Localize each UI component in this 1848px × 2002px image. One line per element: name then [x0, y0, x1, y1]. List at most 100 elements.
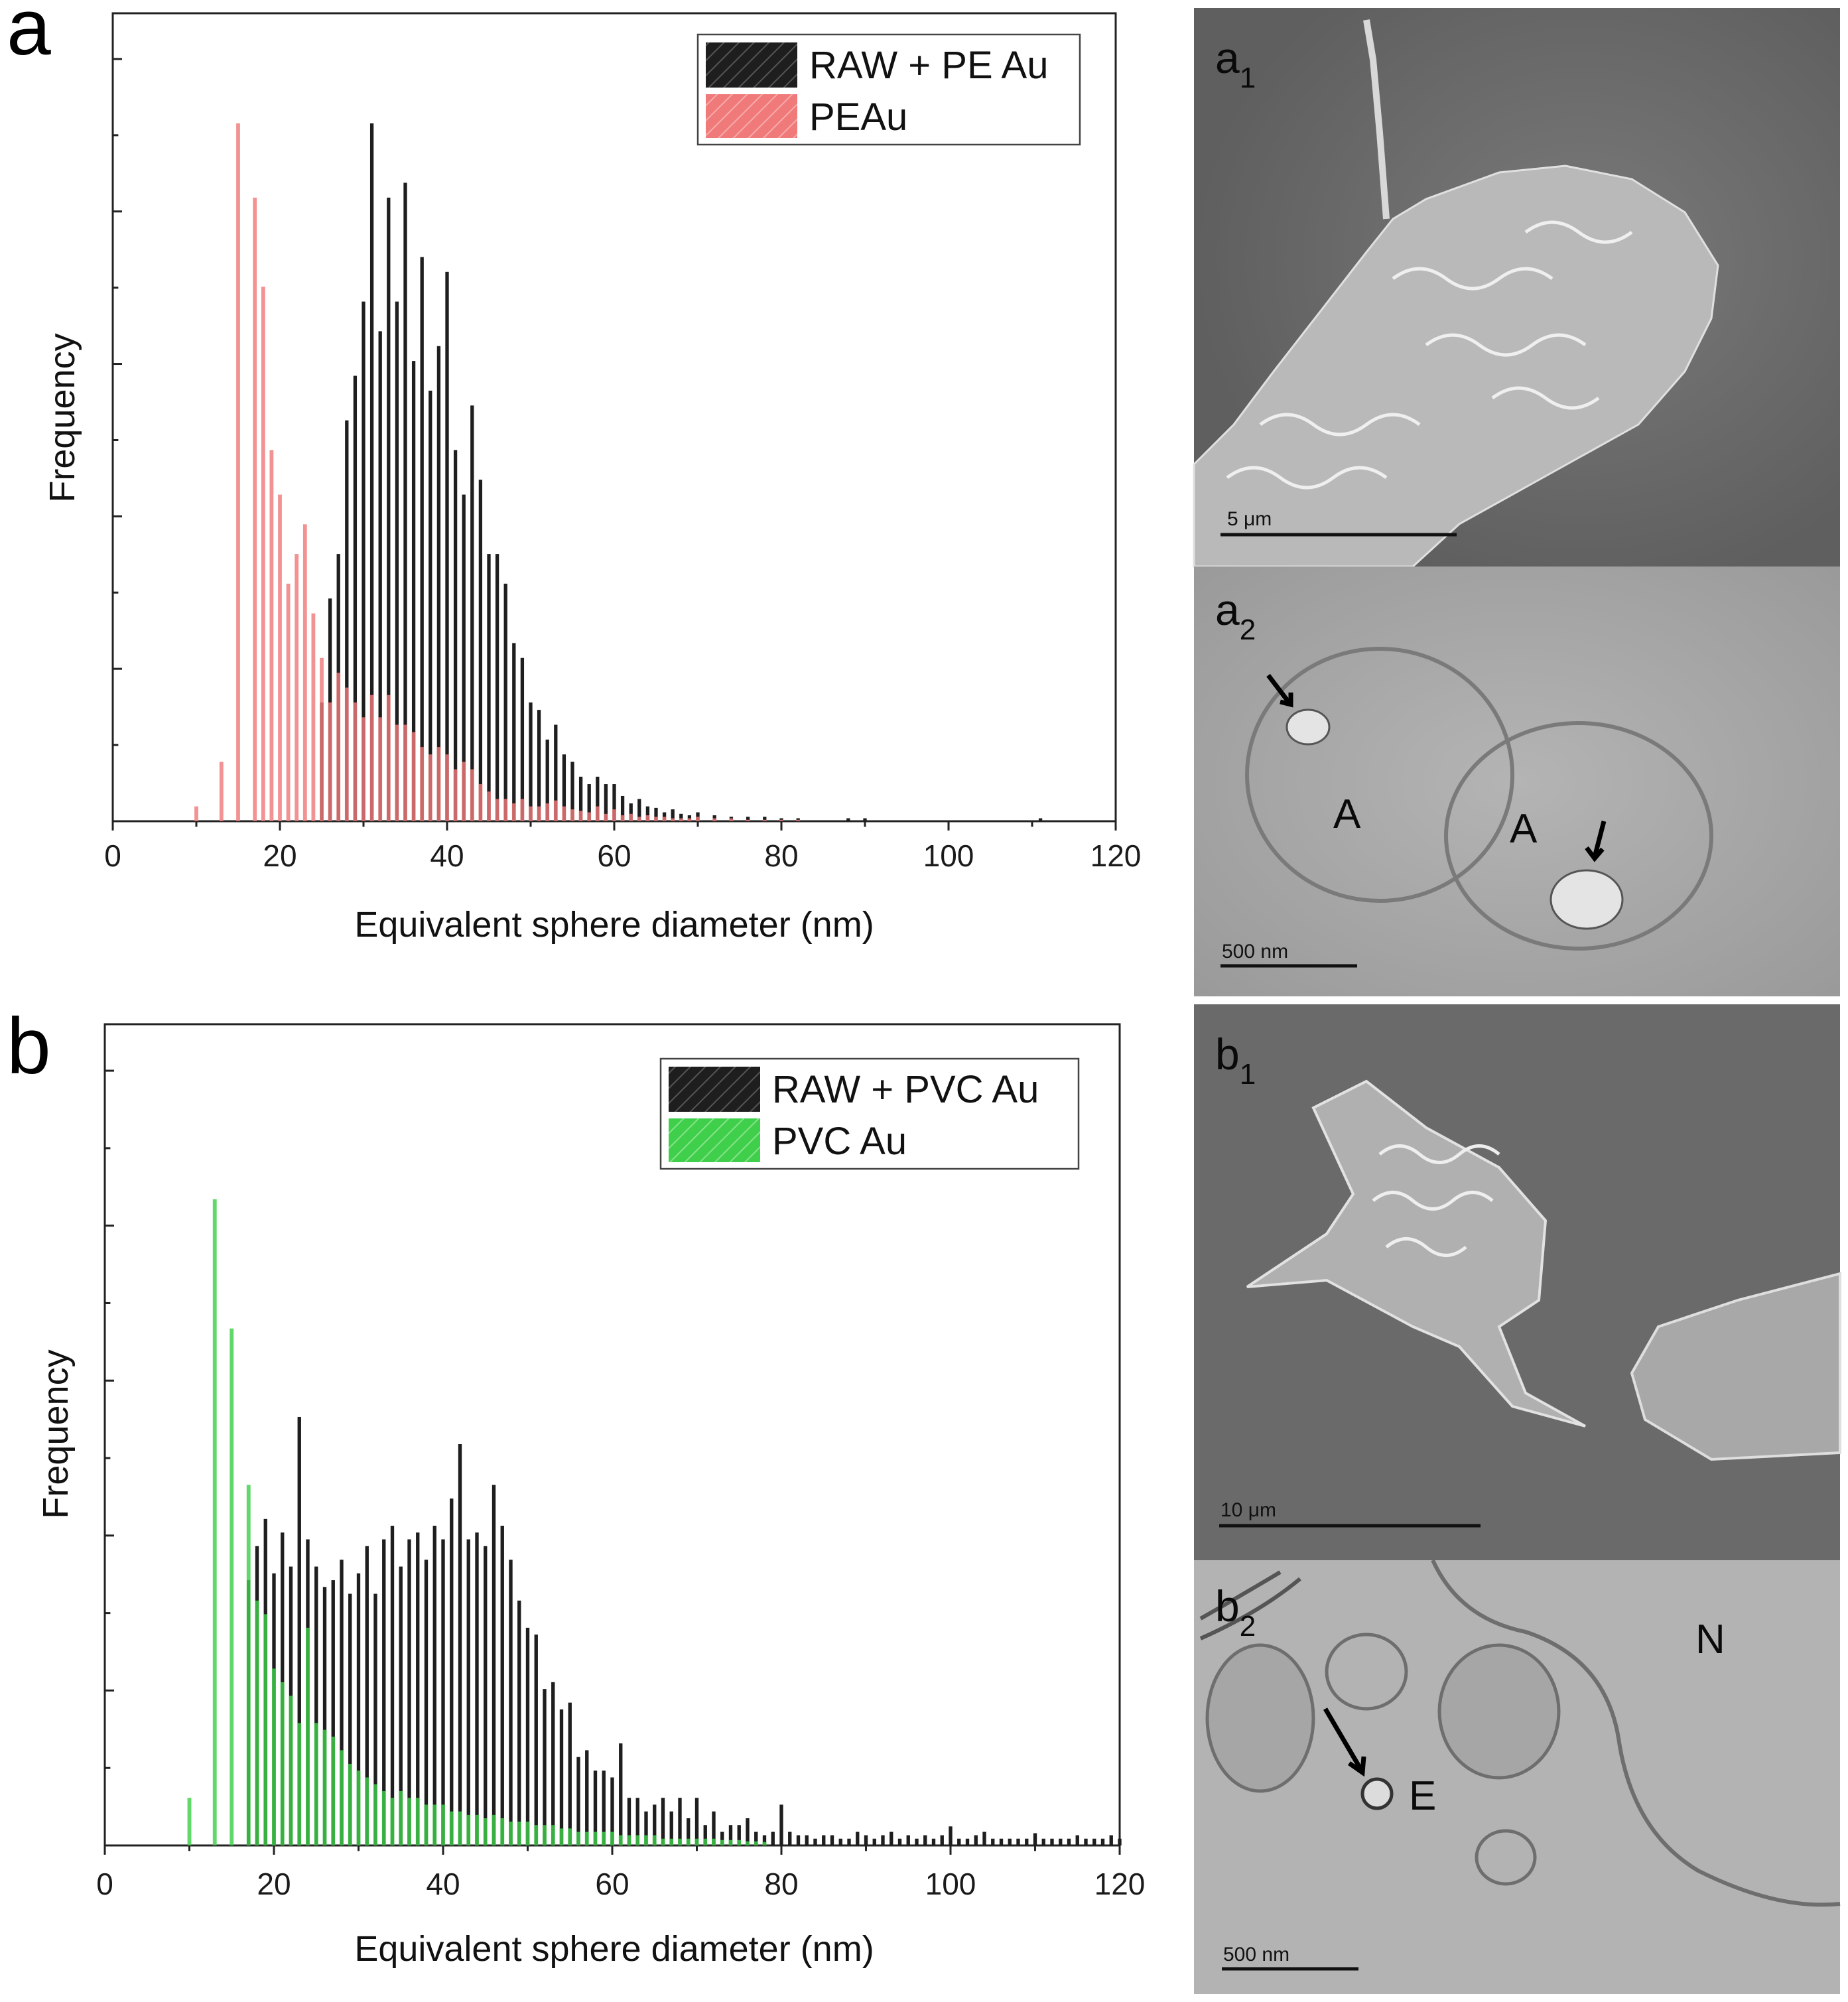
legend: RAW + PE Au PEAu [696, 33, 1081, 146]
bar-series [194, 123, 1043, 822]
bar [336, 673, 341, 821]
bar [545, 739, 549, 821]
bar [671, 809, 675, 821]
membrane-top-left [1199, 1570, 1301, 1640]
bar [949, 1826, 953, 1845]
bar [906, 1835, 910, 1845]
annotation-A-right: A [1510, 806, 1538, 852]
bar [466, 1814, 471, 1845]
y-axis-title: Frequency [36, 1349, 76, 1518]
bar [813, 1838, 817, 1845]
bar [576, 1757, 580, 1845]
bar [593, 1770, 598, 1845]
bar [353, 375, 358, 821]
annotation-E: E [1409, 1773, 1436, 1819]
scale-text-b2: 500 nm [1223, 1944, 1289, 1966]
arrow-right [1585, 821, 1607, 862]
bar [297, 1416, 301, 1845]
bar [872, 1838, 876, 1845]
bar [520, 799, 525, 821]
tem-image-a2 [1194, 567, 1840, 996]
bar [679, 813, 683, 821]
bar [653, 1804, 657, 1845]
bar [286, 583, 291, 821]
bar [584, 1832, 589, 1845]
bar [645, 815, 650, 821]
micrograph-b1: b1 10 μm [1194, 1004, 1841, 1560]
bar [306, 1627, 310, 1845]
bar [432, 1804, 437, 1845]
x-ticks: 0 20 40 60 80 100 120 [104, 821, 1141, 873]
bar [694, 1798, 699, 1845]
bar [864, 1835, 868, 1845]
bar [703, 1825, 707, 1845]
scale-text-a2: 500 nm [1222, 941, 1288, 963]
bar [610, 1777, 614, 1845]
bar [712, 1838, 716, 1845]
bar [897, 1838, 902, 1845]
bar [236, 123, 240, 821]
bar [369, 123, 374, 821]
bar [754, 1841, 758, 1845]
micrograph-a1: a1 5 μm [1193, 8, 1840, 568]
bar [1092, 1838, 1096, 1845]
bar [483, 1818, 488, 1845]
bar [365, 1546, 369, 1845]
bar [373, 1784, 377, 1845]
bar [822, 1835, 826, 1845]
bar [762, 1835, 767, 1845]
bar [492, 1485, 496, 1845]
bar [272, 1668, 276, 1845]
bar [763, 817, 767, 821]
bar [462, 494, 466, 821]
bar [348, 1763, 352, 1845]
bar [562, 806, 566, 821]
vesicle-right [1475, 1829, 1537, 1886]
bar [466, 1539, 470, 1845]
bar [618, 1835, 623, 1845]
bar [432, 1526, 436, 1845]
bar [345, 420, 349, 821]
bar [297, 1723, 302, 1845]
bar [587, 784, 591, 821]
bar [1025, 1838, 1029, 1845]
bar [762, 819, 767, 821]
bar [449, 1811, 454, 1845]
bar [525, 1822, 530, 1845]
bar [931, 1838, 936, 1845]
bar [696, 817, 700, 821]
bar [525, 1627, 530, 1845]
bar [420, 747, 425, 821]
bar [694, 1838, 699, 1845]
bar [620, 795, 625, 821]
bar [637, 799, 641, 821]
bar [915, 1838, 919, 1845]
chart-b: 0 20 40 60 80 100 120 Frequency Equivalent sph… [36, 1023, 1145, 1969]
bar [390, 1798, 395, 1845]
bar [458, 1443, 462, 1845]
arrow-b2 [1323, 1707, 1366, 1777]
bar [428, 754, 432, 821]
legend-label-pvc: PVC Au [772, 1120, 907, 1163]
bar [484, 1546, 488, 1845]
bar [1100, 1838, 1105, 1845]
x-ticks: 0 20 40 60 80 100 120 [96, 1845, 1145, 1901]
bar [635, 1798, 639, 1845]
bar [344, 687, 349, 821]
bar [478, 784, 483, 821]
micrograph-label-a1: a1 [1215, 33, 1256, 94]
bar [720, 1832, 724, 1845]
bar [269, 450, 274, 821]
bar [712, 818, 717, 821]
bar [543, 1689, 547, 1845]
series-particles [187, 1199, 767, 1845]
micrograph-b2: b2 N E 500 nm [1194, 1559, 1841, 1994]
bar [856, 1832, 860, 1845]
bar [255, 1600, 259, 1845]
bar [395, 301, 399, 822]
autophagosome-left [1245, 647, 1514, 903]
panel-letter-a: a [7, 0, 51, 72]
series-particles [194, 123, 801, 821]
bar [568, 1702, 572, 1845]
